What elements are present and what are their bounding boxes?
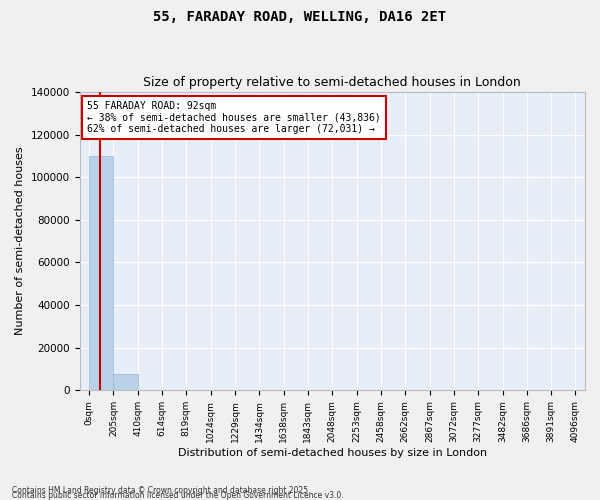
Y-axis label: Number of semi-detached houses: Number of semi-detached houses xyxy=(15,147,25,336)
Text: 55 FARADAY ROAD: 92sqm
← 38% of semi-detached houses are smaller (43,836)
62% of: 55 FARADAY ROAD: 92sqm ← 38% of semi-det… xyxy=(87,101,381,134)
Title: Size of property relative to semi-detached houses in London: Size of property relative to semi-detach… xyxy=(143,76,521,90)
Text: 55, FARADAY ROAD, WELLING, DA16 2ET: 55, FARADAY ROAD, WELLING, DA16 2ET xyxy=(154,10,446,24)
Text: Contains public sector information licensed under the Open Government Licence v3: Contains public sector information licen… xyxy=(12,491,344,500)
Bar xyxy=(113,374,138,390)
Bar xyxy=(89,156,113,390)
X-axis label: Distribution of semi-detached houses by size in London: Distribution of semi-detached houses by … xyxy=(178,448,487,458)
Text: Contains HM Land Registry data © Crown copyright and database right 2025.: Contains HM Land Registry data © Crown c… xyxy=(12,486,311,495)
